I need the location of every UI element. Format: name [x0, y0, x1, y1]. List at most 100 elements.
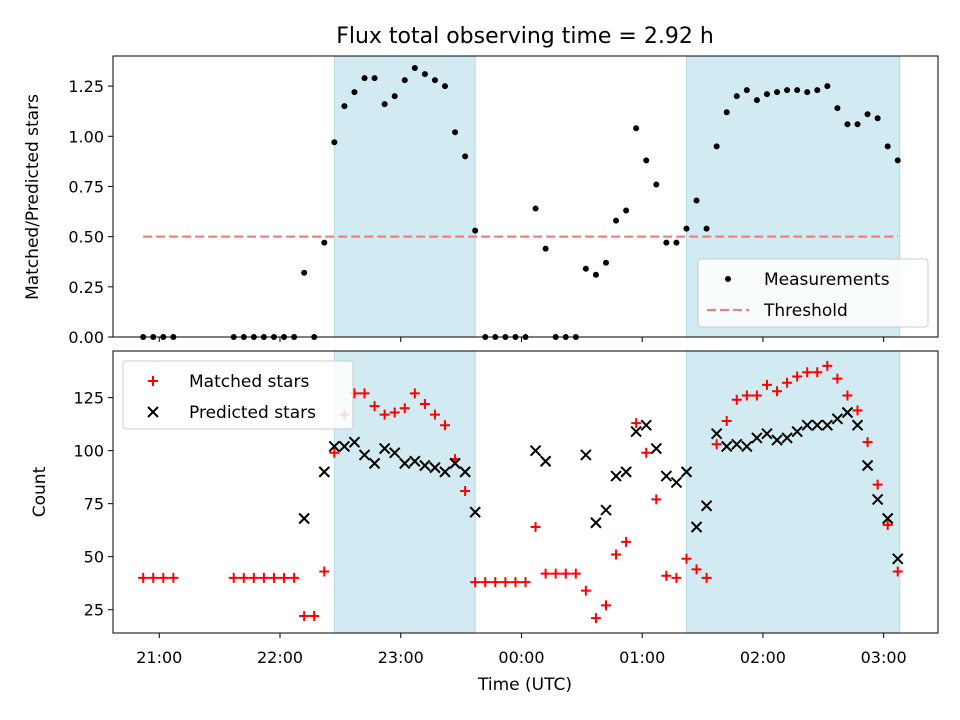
measurements-point [341, 103, 348, 110]
predicted-stars-point [690, 521, 703, 533]
matched-stars-point [842, 390, 853, 401]
matched-stars-point [238, 572, 249, 583]
y-tick-label: 1.00 [68, 127, 104, 146]
measurements-point [804, 89, 811, 96]
matched-stars-point [832, 373, 843, 384]
matched-stars-point [309, 611, 320, 622]
predicted-stars-point [590, 517, 602, 529]
predicted-stars-point [358, 449, 371, 461]
measurements-point [542, 245, 549, 252]
predicted-stars-point [751, 432, 763, 444]
bottom-panel: 25 50 75 100 125 21:00 22:00 23:00 00:00 01:00 02:… [73, 350, 939, 667]
predicted-stars-point [680, 466, 693, 478]
matched-stars-point [248, 572, 259, 583]
axes-frame [112, 55, 939, 338]
y-tick-label: 125 [73, 389, 104, 408]
top-panel: 0.00 0.25 0.50 0.75 1.00 1.25 Measurements Thre… [68, 55, 939, 347]
predicted-stars-point [539, 455, 552, 467]
predicted-stars-point [580, 449, 592, 461]
matched-stars-point [892, 566, 903, 577]
matched-stars-point [862, 437, 873, 448]
predicted-stars-point [459, 466, 471, 478]
predicted-stars-point [378, 442, 391, 455]
x-tick-label: 02:00 [740, 648, 786, 667]
matched-stars-point [268, 572, 279, 583]
matched-stars-point [691, 564, 702, 575]
matched-stars-point [409, 388, 420, 399]
measurements-point [693, 197, 700, 204]
shaded-region-1 [333, 350, 476, 634]
matched-stars-point [852, 405, 863, 416]
measurements-point [472, 227, 479, 234]
predicted-stars-point [529, 444, 542, 457]
matched-stars-point [741, 390, 752, 401]
matched-stars-point [299, 611, 310, 622]
predicted-stars-point [670, 476, 683, 489]
legend: Measurements Threshold [697, 258, 929, 328]
measurements-point [613, 217, 620, 224]
matched-stars-point [158, 572, 169, 583]
measurements-point [653, 181, 660, 188]
measurements-point [703, 225, 710, 232]
matched-stars-point [600, 600, 611, 611]
predicted-stars-point [710, 427, 723, 440]
legend-marker-x [147, 406, 159, 418]
predicted-stars-point [660, 470, 673, 482]
matched-stars-point [611, 549, 622, 560]
shaded-region-1 [333, 55, 476, 338]
shaded-region-2 [685, 350, 901, 634]
y-tick-label: 25 [84, 601, 104, 620]
measurements-point [371, 75, 378, 82]
measurements-point [723, 109, 730, 116]
matched-stars-point [440, 420, 451, 431]
y-tick-label: 0.50 [68, 228, 104, 247]
predicted-stars-point [811, 419, 823, 431]
measurements-point [794, 87, 801, 94]
predicted-stars-point [731, 438, 743, 451]
predicted-stars-point [620, 466, 632, 478]
predicted-stars-point [831, 413, 844, 425]
measurements-point [774, 89, 781, 96]
matched-stars-point [792, 371, 803, 382]
y-tick-label: 100 [73, 442, 104, 461]
measurements-point [894, 157, 901, 164]
measurements-point [874, 115, 881, 122]
measurements-point [602, 259, 609, 266]
chart-title: Flux total observing time = 2.92 h [336, 24, 714, 49]
matched-stars-point [289, 572, 300, 583]
predicted-stars-point [318, 466, 330, 478]
legend-box [697, 258, 929, 328]
matched-stars-point [661, 570, 672, 581]
matched-stars-point [882, 519, 893, 530]
measurements-point [462, 153, 469, 160]
y-tick-label: 0.75 [68, 177, 104, 196]
measurements-point [824, 83, 831, 90]
matched-stars-point [168, 572, 179, 583]
matched-stars-point [520, 577, 531, 588]
matched-stars-point [671, 572, 682, 583]
top-y-axis-label: Matched/Predicted stars [23, 94, 43, 300]
predicted-stars-point [298, 512, 310, 525]
matched-stars-point [802, 367, 813, 378]
legend-label: Threshold [763, 301, 848, 321]
predicted-stars-point [439, 466, 451, 478]
matched-stars-point [359, 388, 370, 399]
measurements-point [301, 269, 308, 276]
matched-stars-point [560, 568, 571, 579]
measurements-point [582, 265, 589, 272]
predicted-stars-point [700, 500, 713, 512]
matched-stars-point [279, 572, 290, 583]
measurements-point [351, 89, 358, 96]
x-tick-label: 21:00 [136, 648, 182, 667]
matched-stars-point [721, 415, 732, 426]
x-tick-label: 22:00 [257, 648, 303, 667]
measurements-point [361, 75, 368, 82]
measurements-point [592, 271, 599, 278]
measurements-point [683, 225, 690, 232]
matched-stars-point [872, 479, 883, 490]
matched-stars-point [681, 553, 692, 564]
measurements-point [713, 143, 720, 150]
y-tick-label: 75 [84, 495, 104, 514]
predicted-stars-point [781, 432, 793, 444]
y-tick-label: 1.25 [68, 77, 104, 96]
